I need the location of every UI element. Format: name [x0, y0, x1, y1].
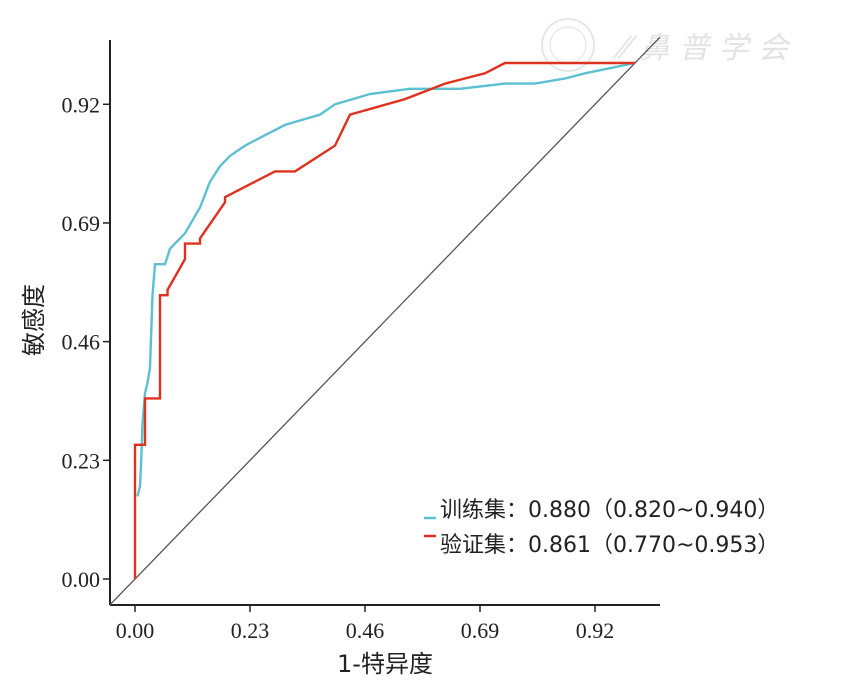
legend-label-validation: 验证集：0.861（0.770~0.953） — [440, 533, 779, 558]
y-tick-label: 0.23 — [62, 448, 101, 473]
legend-label-training: 训练集：0.880（0.820~0.940） — [440, 498, 779, 523]
x-tick-label: 0.00 — [116, 618, 155, 643]
series-line-training — [136, 61, 636, 497]
watermark-logo: ⁄⁄ 鼻 普 学 会 — [541, 18, 791, 72]
y-tick-label: 0.92 — [62, 92, 101, 117]
x-tick-label: 0.46 — [346, 618, 385, 643]
y-tick-label: 0.69 — [62, 211, 101, 236]
x-tick-label: 0.92 — [576, 618, 615, 643]
series-line-validation — [133, 61, 635, 579]
y-tick-label: 0.46 — [62, 330, 101, 355]
y-axis-title: 敏感度 — [20, 284, 48, 356]
legend: 训练集：0.880（0.820~0.940） 验证集：0.861（0.770~0… — [424, 498, 779, 558]
reference-diagonal-line — [109, 36, 661, 606]
svg-text:⁄⁄ 鼻 普 学 会: ⁄⁄ 鼻 普 学 会 — [612, 31, 791, 66]
x-tick-label: 0.23 — [231, 618, 270, 643]
x-axis-ticks: 0.00 0.23 0.46 0.69 0.92 — [116, 605, 615, 643]
x-tick-label: 0.69 — [461, 618, 500, 643]
y-axis-ticks: 0.00 0.23 0.46 0.69 0.92 — [62, 92, 110, 592]
x-axis-title: 1-特异度 — [337, 650, 433, 678]
y-tick-label: 0.00 — [62, 567, 101, 592]
